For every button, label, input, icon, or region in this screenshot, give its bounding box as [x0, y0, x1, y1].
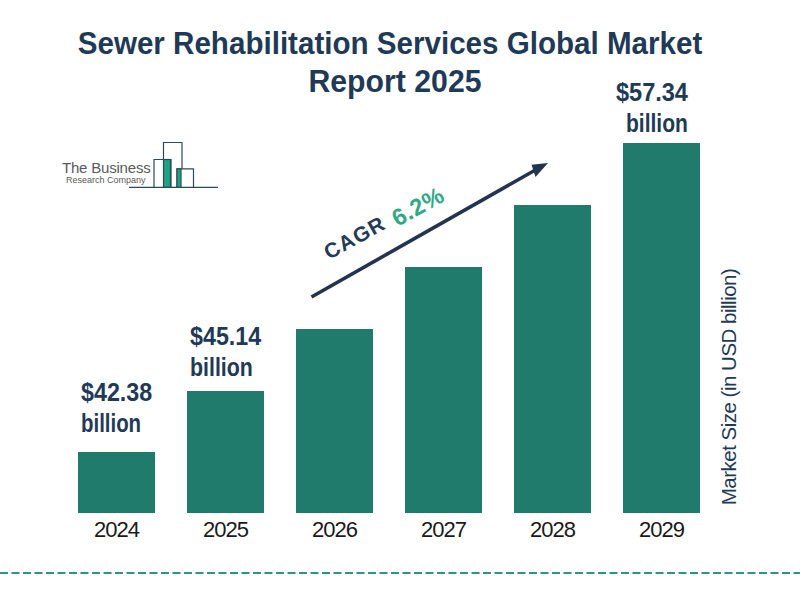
svg-text:CAGR: CAGR — [320, 211, 389, 263]
